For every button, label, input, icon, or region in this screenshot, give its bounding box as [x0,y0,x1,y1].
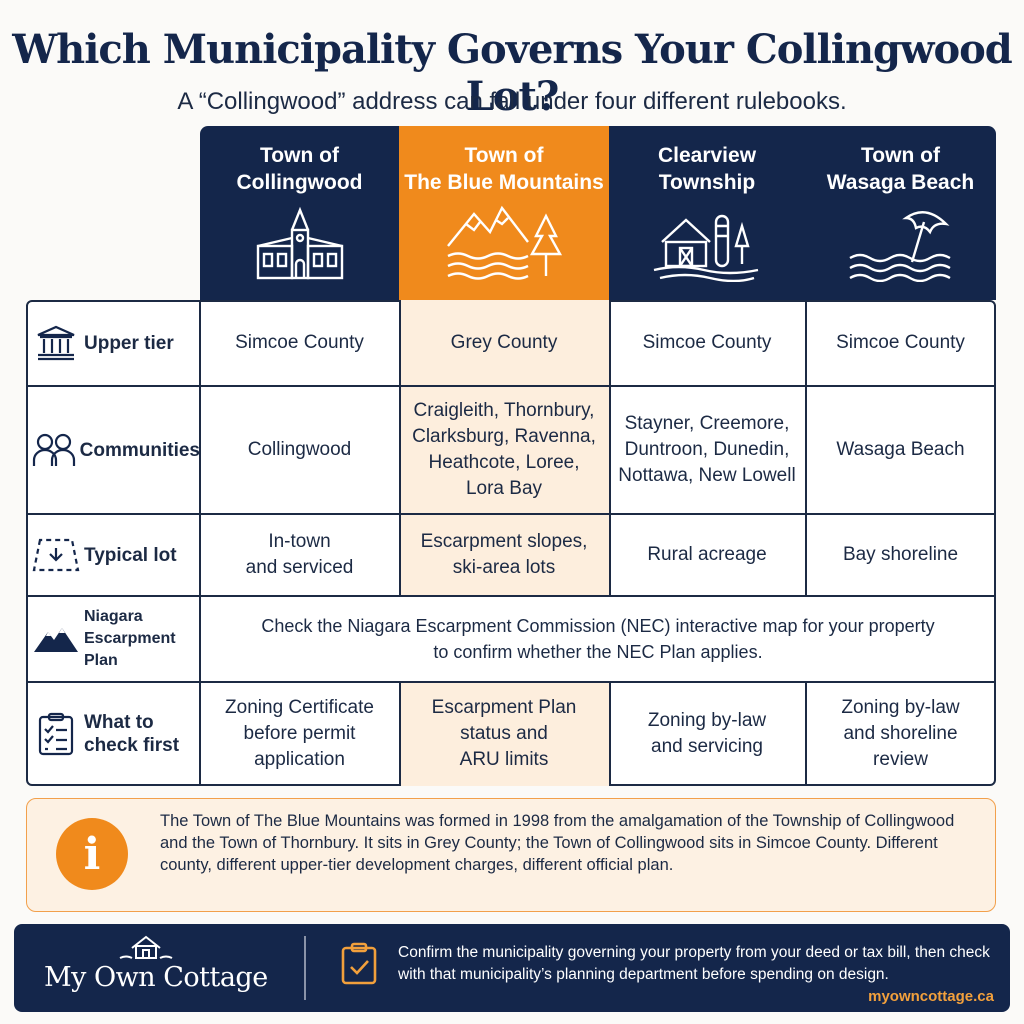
checklist-icon [38,712,74,756]
footer-text: Confirm the municipality governing your … [398,944,990,983]
table-cell: In-town and serviced [245,531,354,578]
row-divider [26,513,996,515]
column-name: Town of Collingwood [236,144,363,194]
column-divider [805,300,807,596]
column-divider [399,682,401,786]
table-cell: Simcoe County [836,332,965,353]
website-link[interactable]: myowncottage.ca [868,988,994,1005]
lot-boundary-icon [32,538,80,572]
column-name: Town of Wasaga Beach [826,144,975,194]
table-cell: Simcoe County [235,332,364,353]
table-cell: Zoning Certificate before permit applica… [225,697,374,770]
row-label-text: Upper tier [84,332,174,354]
row-label-communities: Communities [28,386,200,514]
column-header-wasaga: Town of Wasaga Beach [805,126,996,300]
clipboard-check-icon [341,942,377,985]
table-cell: Craigleith, Thornbury, Clarksburg, Raven… [412,400,596,499]
table-cell: Zoning by-law and shoreline review [841,697,960,770]
column-divider [199,300,201,786]
government-building-icon [37,325,75,361]
footer-divider [304,936,306,1000]
row-label-niagara-escarpment: Niagara Escarpment Plan [28,596,200,682]
info-callout [26,798,996,912]
table-cell: Escarpment Plan status and ARU limits [431,697,577,770]
column-divider [805,682,807,786]
cottage-logo-icon [119,935,173,959]
row-divider [26,595,996,597]
row-label-typical-lot: Typical lot [28,514,200,596]
row-label-text: What to check first [84,712,180,756]
table-cell: Simcoe County [642,332,772,353]
highlight-column-segment [399,514,609,596]
highlight-column-segment [399,682,609,786]
town-hall-icon [256,206,343,280]
nec-plan-note: Check the Niagara Escarpment Commission … [261,616,935,662]
people-icon [32,433,75,466]
highlight-column-segment [399,386,609,514]
barn-silo-icon [653,214,759,282]
table-cell: Rural acreage [647,544,767,565]
info-icon: i [56,818,128,890]
row-label-text: Niagara Escarpment Plan [84,608,176,669]
column-header-clearview: Clearview Township [609,126,805,300]
table-cell: Collingwood [247,439,352,460]
page-subtitle: A “Collingwood” address can fall under f… [177,88,847,115]
table-cell: Grey County [450,332,558,353]
row-divider [26,385,996,387]
table-cell: Escarpment slopes, ski-area lots [420,531,588,578]
info-text: The Town of The Blue Mountains was forme… [160,812,955,874]
table-cell: Stayner, Creemore, Duntroon, Dunedin, No… [618,413,796,486]
highlight-column-segment [399,300,609,386]
column-name: Town of The Blue Mountains [404,144,604,194]
column-name: Clearview Township [657,144,757,194]
escarpment-icon [34,628,78,652]
column-header-collingwood: Town of Collingwood [200,126,399,300]
mountains-icon [447,205,563,280]
brand-name: My Own Cottage [44,962,268,993]
column-divider [609,300,611,596]
row-divider [26,681,996,683]
table-cell: Zoning by-law and servicing [647,710,767,757]
row-label-upper-tier: Upper tier [28,300,200,386]
column-header-blue-mountains: Town of The Blue Mountains [399,126,609,300]
footer-banner [14,924,1010,1012]
table-cell: Wasaga Beach [836,439,965,460]
beach-umbrella-icon [848,211,951,282]
page-title: Which Municipality Governs Your Collingw… [12,26,1013,120]
column-divider [609,682,611,786]
row-label-text: Typical lot [84,544,177,566]
row-label-what-to-check: What to check first [28,682,200,786]
table-cell: Bay shoreline [842,544,959,565]
column-divider [399,300,401,596]
row-label-text: Communities [79,439,200,461]
